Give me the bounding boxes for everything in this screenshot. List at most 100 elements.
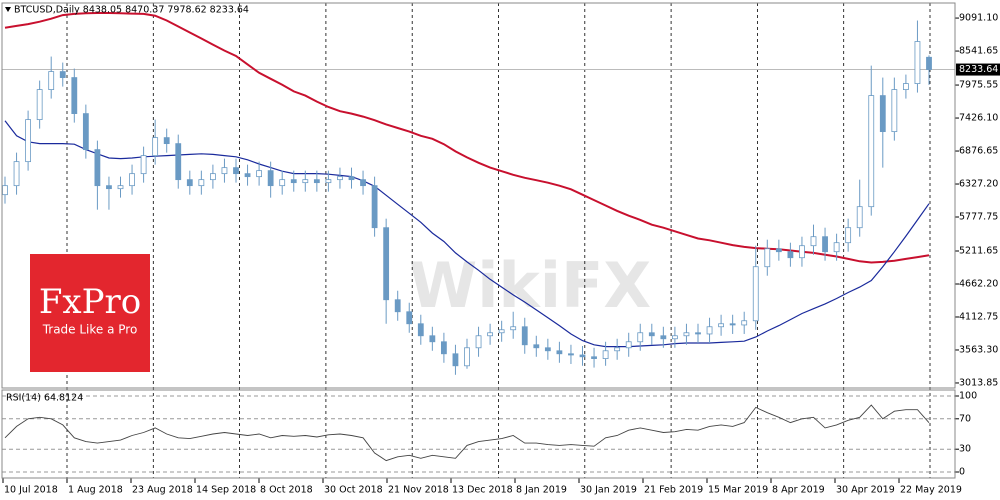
moving-average: [4, 12, 930, 264]
candle-body: [660, 335, 667, 340]
candle-body: [741, 320, 748, 326]
candle-body: [325, 179, 332, 184]
candle-body: [221, 167, 228, 175]
y-tick-label: 3563.30: [959, 344, 998, 355]
candle-body: [544, 347, 551, 352]
candle-body: [764, 248, 771, 268]
y-tick-label: 100: [959, 391, 977, 402]
y-tick-label: 5777.75: [959, 212, 998, 223]
candle-body: [313, 179, 320, 184]
x-tick-label: 13 Dec 2018: [452, 485, 513, 496]
candle-body: [845, 227, 852, 244]
candle-body: [914, 41, 921, 84]
y-tick-label: 30: [959, 444, 971, 455]
candle-body: [579, 354, 586, 358]
x-tick-label: 14 Sep 2018: [196, 485, 256, 496]
candle-body: [521, 326, 528, 346]
candle-body: [856, 206, 863, 229]
x-tick-label: 21 Feb 2019: [644, 485, 703, 496]
candle-body: [417, 323, 424, 337]
candle-body: [337, 176, 343, 181]
y-tick-label: 70: [959, 413, 971, 424]
candle-body: [810, 236, 817, 247]
candle-body: [348, 176, 355, 181]
x-tick-label: 10 Jul 2018: [4, 485, 58, 496]
candle-body: [406, 311, 413, 325]
candle-body: [140, 155, 147, 175]
candle-body: [879, 95, 886, 133]
candle-body: [556, 350, 563, 355]
rsi-header: RSI(14) 64.8124: [6, 393, 83, 404]
candle-body: [48, 71, 55, 90]
x-tick-label: 22 May 2019: [900, 485, 962, 496]
candle-body: [175, 143, 182, 181]
candle-body: [787, 251, 794, 259]
logo: FxPro: [39, 282, 141, 322]
candle-body: [718, 323, 724, 328]
last-price-label: 8233.64: [959, 64, 998, 75]
candle-body: [360, 179, 366, 187]
candle-body: [464, 347, 470, 367]
candle-body: [82, 113, 89, 151]
candle-body: [371, 185, 378, 229]
x-tick-label: 21 Nov 2018: [388, 485, 449, 496]
price-header: BTCUSD,Daily 8438.05 8470.37 7978.62 823…: [14, 5, 249, 16]
candle-body: [833, 242, 840, 253]
candle-body: [59, 71, 66, 78]
candle-body: [891, 89, 898, 133]
x-tick-label: 8 Jan 2019: [516, 485, 567, 496]
y-tick-label: 4662.20: [959, 278, 998, 289]
y-tick-label: 9091.10: [959, 13, 998, 24]
rsi-line: [4, 404, 930, 462]
candle-body: [163, 137, 170, 145]
x-tick-label: 30 Jan 2019: [580, 485, 637, 496]
watermark: WikiFX: [409, 249, 651, 322]
candle-body: [695, 332, 701, 335]
candle-body: [13, 161, 20, 187]
candle-body: [302, 179, 309, 184]
candle-body: [256, 170, 263, 178]
candle-body: [533, 344, 540, 349]
candle-body: [775, 248, 782, 253]
candle-body: [383, 227, 390, 301]
plot: 9091.10 8541.65 7975.55 7426.10 6876.65 6327.…: [2, 3, 1000, 496]
candle-body: [672, 335, 678, 340]
candle-body: [868, 95, 875, 208]
candle-body: [510, 326, 517, 331]
rsi-frame: [1, 389, 956, 479]
candle-body: [36, 89, 43, 121]
y-tick-label: 7975.55: [959, 80, 998, 91]
y-tick-label: 4112.75: [959, 311, 998, 322]
candle-body: [71, 77, 78, 115]
x-tick-label: 30 Apr 2019: [836, 485, 895, 496]
x-tick-label: 1 Aug 2018: [68, 485, 123, 496]
menu-arrow: [5, 7, 11, 12]
candle-body: [290, 179, 297, 184]
x-tick-label: 8 Oct 2018: [260, 485, 313, 496]
candle-body: [186, 179, 193, 187]
candle-body: [198, 179, 205, 187]
candle-body: [475, 335, 482, 349]
logo-box: [30, 254, 150, 372]
candle-body: [799, 245, 805, 259]
candle-body: [614, 347, 621, 352]
candle-body: [591, 356, 597, 359]
candle-body: [683, 332, 690, 337]
candle-body: [487, 332, 494, 337]
moving-average: [4, 120, 930, 348]
candle-body: [637, 332, 644, 343]
candle-body: [452, 353, 459, 367]
candle-body: [106, 185, 112, 190]
candle-body: [903, 83, 909, 90]
candle-body: [94, 149, 101, 187]
x-tick-label: 23 Aug 2018: [132, 485, 193, 496]
candle-body: [729, 323, 736, 326]
candle-body: [394, 299, 401, 313]
candle-body: [117, 185, 124, 190]
candle-body: [267, 170, 274, 187]
candle-body: [233, 167, 239, 175]
candle-body: [129, 173, 135, 187]
y-tick-label: 7426.10: [959, 113, 998, 124]
